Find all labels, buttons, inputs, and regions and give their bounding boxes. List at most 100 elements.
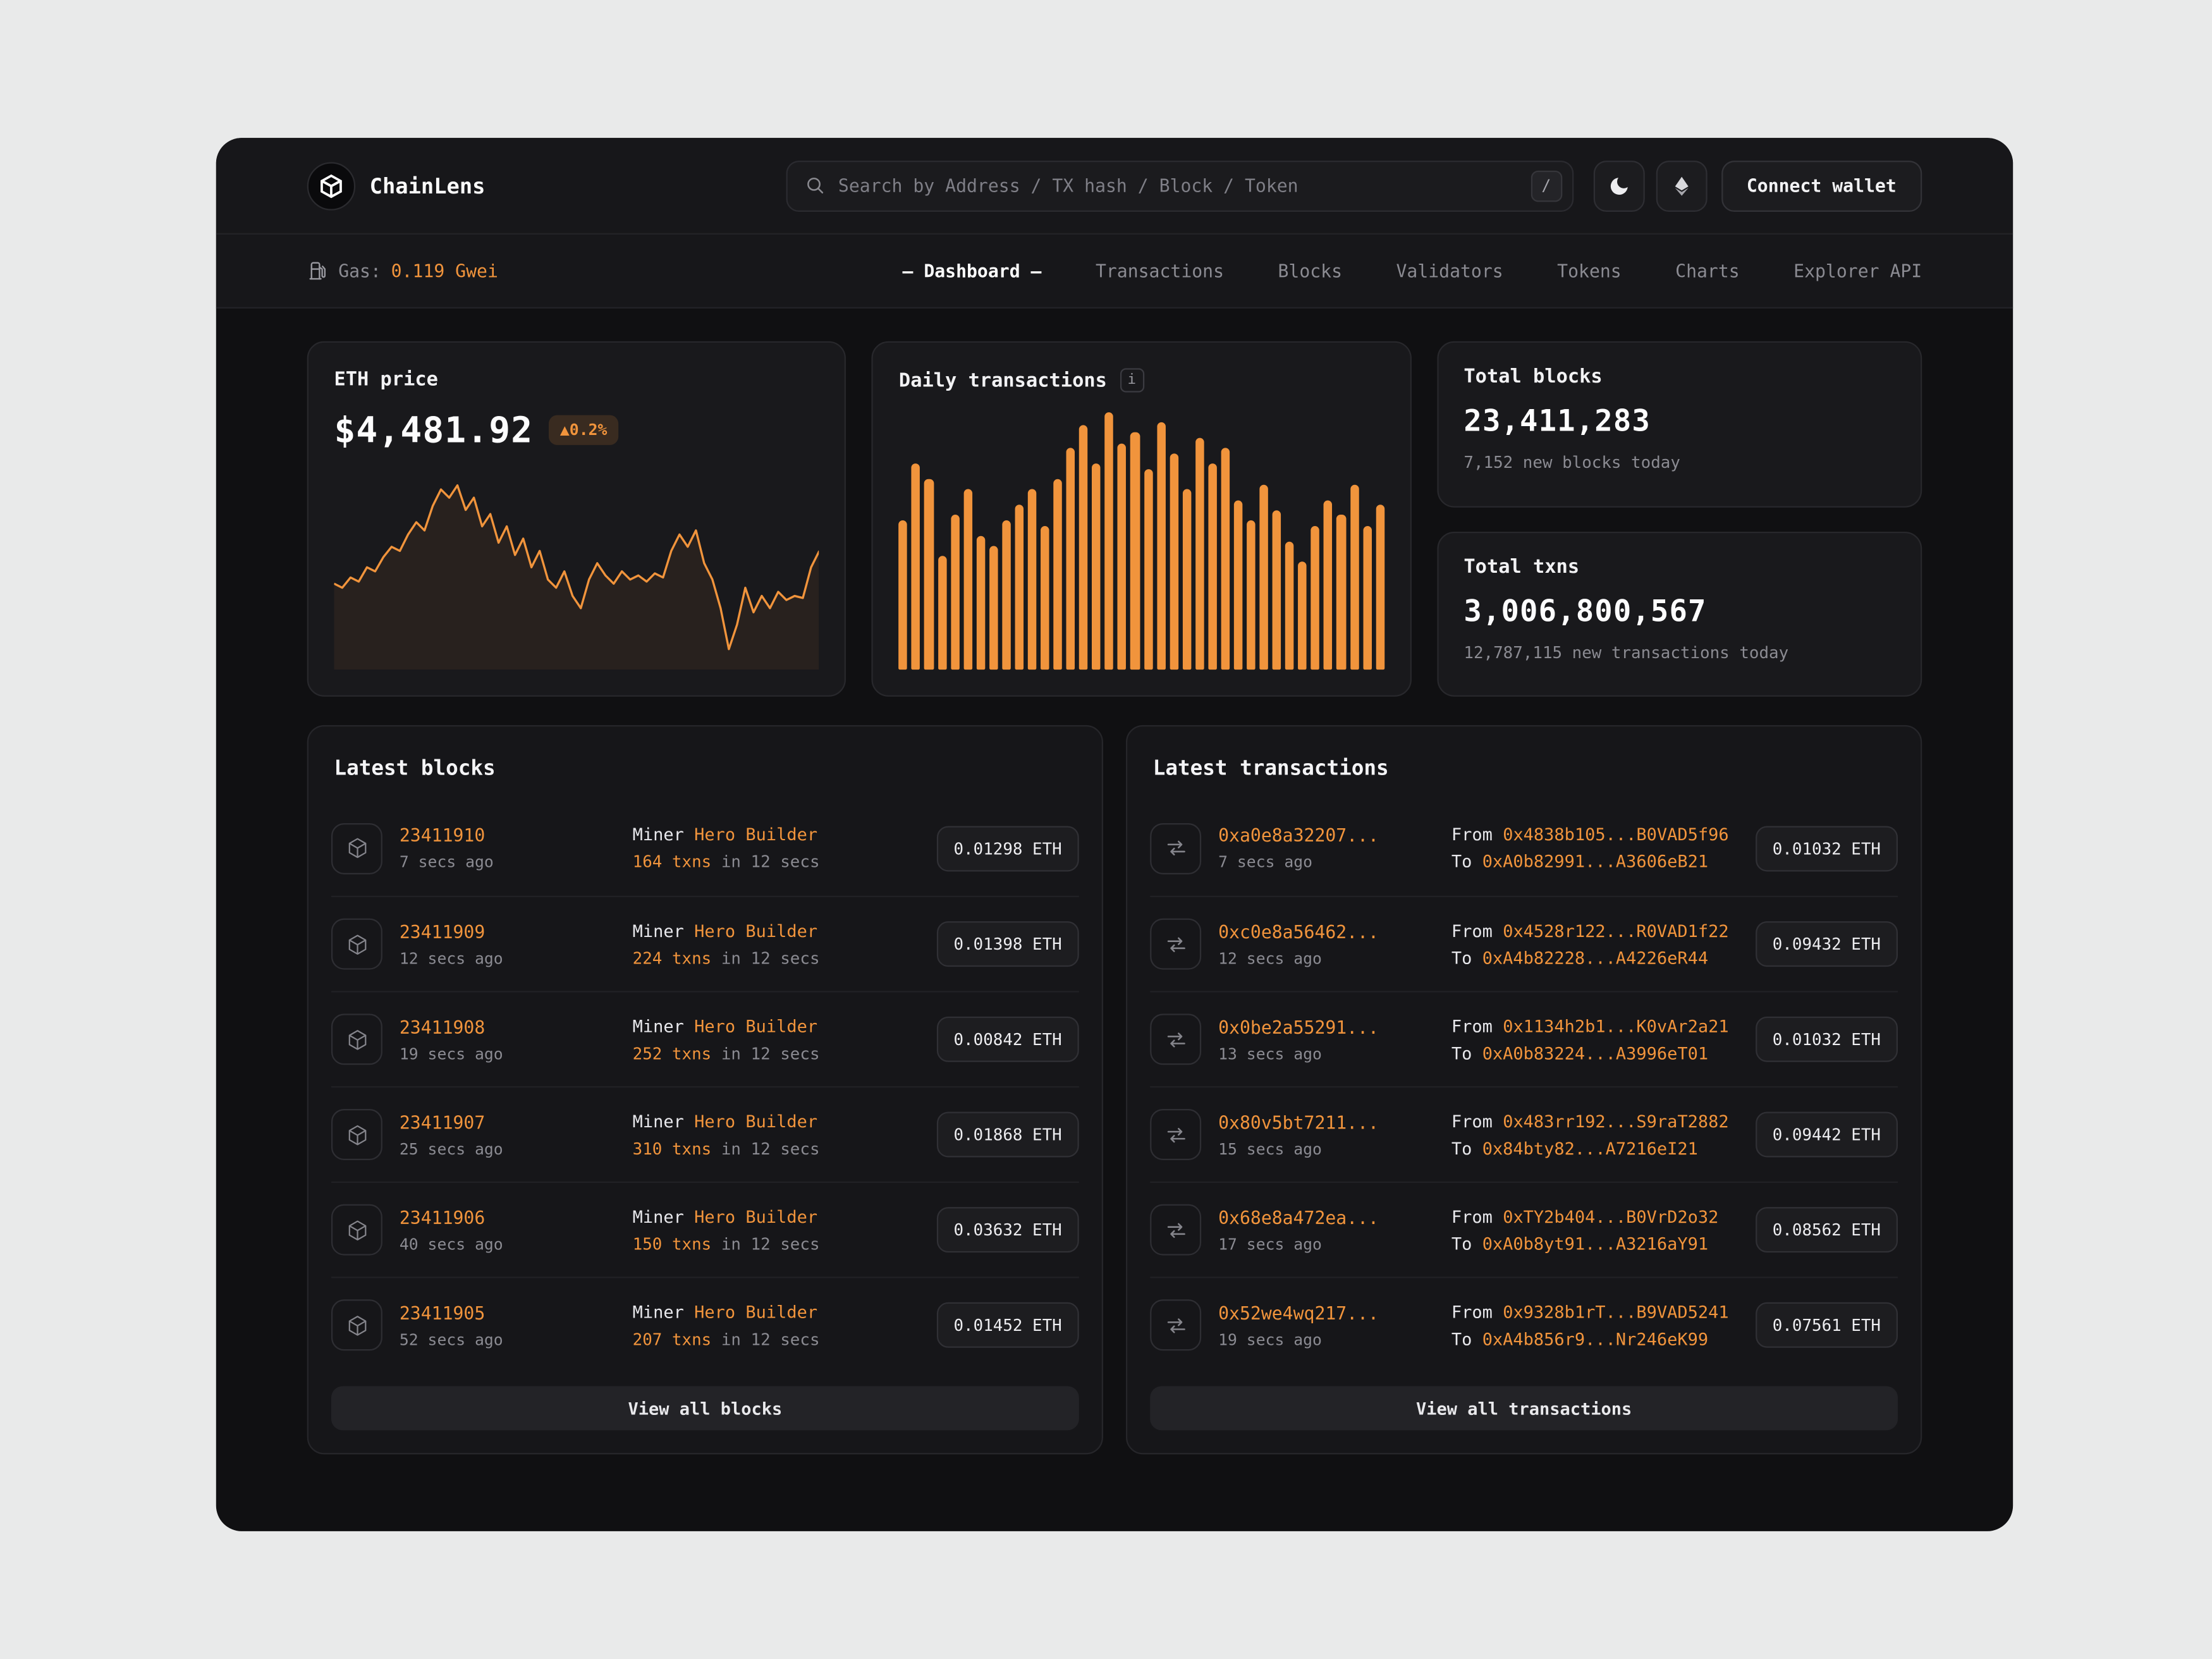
transaction-hash-link[interactable]: 0x0be2a55291...	[1218, 1015, 1379, 1038]
info-icon[interactable]: i	[1120, 368, 1144, 393]
transaction-row: 0xc0e8a56462... 12 secs ago From 0x4528r…	[1150, 895, 1898, 991]
block-number-link[interactable]: 23411907	[399, 1111, 486, 1133]
panels-row: Latest blocks 23411910 7 secs ago Miner …	[307, 725, 1922, 1455]
miner-label: Miner	[632, 1301, 684, 1322]
block-number-link[interactable]: 23411908	[399, 1015, 486, 1038]
transaction-bar	[1144, 468, 1152, 670]
search-bar[interactable]: /	[785, 159, 1573, 211]
block-row: 23411905 52 secs ago Miner Hero Builder …	[331, 1276, 1079, 1372]
from-label: From	[1451, 824, 1493, 845]
nav-item-charts[interactable]: Charts	[1675, 260, 1740, 282]
transaction-bar	[1066, 448, 1075, 670]
block-txns-link[interactable]: 252 txns	[632, 1043, 712, 1063]
eth-price-card: ETH price $4,481.92 ▲0.2%	[307, 341, 846, 697]
nav-item-explorer-api[interactable]: Explorer API	[1793, 260, 1922, 282]
block-age: 7 secs ago	[399, 853, 494, 872]
transaction-hash-link[interactable]: 0x68e8a472ea...	[1218, 1206, 1379, 1228]
block-number-link[interactable]: 23411910	[399, 824, 486, 846]
transaction-hash-link[interactable]: 0xc0e8a56462...	[1218, 921, 1379, 942]
connect-wallet-button[interactable]: Connect wallet	[1721, 159, 1922, 211]
transaction-bar	[1118, 443, 1127, 670]
transaction-bar	[924, 479, 934, 670]
transaction-bar	[1247, 520, 1256, 670]
miner-link[interactable]: Hero Builder	[694, 921, 818, 941]
eth-price-value: $4,481.92	[334, 409, 534, 451]
moon-icon	[1610, 176, 1627, 194]
block-txns-link[interactable]: 207 txns	[632, 1328, 712, 1349]
totals-column: Total blocks 23,411,283 7,152 new blocks…	[1436, 341, 1922, 697]
ethereum-network-button[interactable]	[1655, 159, 1707, 211]
from-address-link[interactable]: 0x9328b1rT...B9VAD5241	[1503, 1301, 1729, 1322]
transaction-bar	[1311, 525, 1320, 670]
transaction-bar	[1298, 561, 1307, 670]
view-all-blocks-button[interactable]: View all blocks	[331, 1386, 1079, 1431]
to-address-link[interactable]: 0xA0b82991...A3606eB21	[1482, 851, 1709, 872]
to-address-link[interactable]: 0xA0b8yt91...A3216aY91	[1482, 1233, 1709, 1254]
transaction-bar	[1092, 463, 1101, 670]
block-cube-icon	[331, 918, 382, 970]
to-address-link[interactable]: 0x84bty82...A7216eI21	[1482, 1138, 1698, 1158]
transaction-bar	[1375, 505, 1384, 670]
from-address-link[interactable]: 0x483rr192...S9raT2882	[1503, 1111, 1729, 1131]
transaction-row: 0x80v5bt7211... 15 secs ago From 0x483rr…	[1150, 1086, 1898, 1182]
from-address-link[interactable]: 0x4838b105...B0VAD5f96	[1503, 824, 1729, 845]
gas-pump-icon	[309, 262, 326, 280]
miner-link[interactable]: Hero Builder	[694, 1015, 818, 1036]
nav-item-transactions[interactable]: Transactions	[1095, 260, 1225, 282]
block-number-link[interactable]: 23411909	[399, 921, 486, 942]
gas-label: Gas:	[338, 260, 381, 282]
total-blocks-value: 23,411,283	[1463, 403, 1651, 438]
transaction-bar	[1130, 432, 1140, 670]
block-cube-icon	[331, 1204, 382, 1256]
to-label: To	[1451, 1138, 1472, 1158]
brand[interactable]: ChainLens	[307, 161, 485, 210]
nav-items: — Dashboard — Transactions Blocks Validator…	[902, 260, 1922, 282]
miner-link[interactable]: Hero Builder	[694, 1301, 818, 1322]
latest-blocks-panel: Latest blocks 23411910 7 secs ago Miner …	[307, 725, 1103, 1455]
nav-item-blocks[interactable]: Blocks	[1278, 260, 1343, 282]
block-row: 23411906 40 secs ago Miner Hero Builder …	[331, 1181, 1079, 1277]
eth-price-title: ETH price	[334, 368, 438, 391]
block-txns-link[interactable]: 310 txns	[632, 1138, 712, 1158]
transaction-value-badge: 0.09432 ETH	[1755, 921, 1898, 967]
header: ChainLens / Connect wallet	[216, 138, 2013, 235]
latest-transactions-title: Latest transactions	[1152, 757, 1389, 781]
to-address-link[interactable]: 0xA0b83224...A3996eT01	[1482, 1043, 1709, 1063]
search-input[interactable]	[838, 174, 1518, 197]
transaction-bar	[1182, 489, 1191, 670]
view-all-transactions-button[interactable]: View all transactions	[1150, 1386, 1898, 1431]
block-txns-link[interactable]: 224 txns	[632, 947, 712, 968]
to-address-link[interactable]: 0xA4b82228...A4226eR44	[1482, 947, 1709, 968]
transaction-value-badge: 0.07561 ETH	[1755, 1302, 1898, 1348]
transaction-bar	[1156, 422, 1166, 670]
from-address-link[interactable]: 0xTY2b404...B0VrD2o32	[1503, 1206, 1719, 1227]
transaction-hash-link[interactable]: 0x80v5bt7211...	[1218, 1111, 1379, 1133]
block-number-link[interactable]: 23411906	[399, 1206, 486, 1228]
block-number-link[interactable]: 23411905	[399, 1301, 486, 1323]
nav-item-dashboard[interactable]: — Dashboard —	[902, 260, 1042, 282]
eth-price-row: $4,481.92 ▲0.2%	[334, 410, 819, 451]
daily-transactions-title: Daily transactions	[898, 369, 1107, 392]
transaction-hash-link[interactable]: 0xa0e8a32207...	[1218, 824, 1379, 846]
from-address-link[interactable]: 0x4528r122...R0VAD1f22	[1503, 921, 1729, 941]
block-txns-link[interactable]: 150 txns	[632, 1233, 712, 1254]
transaction-bar	[1336, 515, 1346, 670]
nav-item-tokens[interactable]: Tokens	[1557, 260, 1622, 282]
transaction-bar	[989, 546, 998, 670]
miner-link[interactable]: Hero Builder	[694, 1206, 818, 1227]
transaction-hash-link[interactable]: 0x52we4wq217...	[1218, 1301, 1379, 1323]
total-blocks-card: Total blocks 23,411,283 7,152 new blocks…	[1436, 341, 1922, 507]
from-address-link[interactable]: 0x1134h2b1...K0vAr2a21	[1503, 1015, 1729, 1036]
latest-blocks-title: Latest blocks	[334, 757, 496, 781]
nav-item-validators[interactable]: Validators	[1396, 260, 1503, 282]
block-txns-link[interactable]: 164 txns	[632, 851, 712, 872]
theme-toggle-button[interactable]	[1592, 159, 1644, 211]
gas-value: 0.119 Gwei	[391, 260, 498, 282]
transaction-bar	[1259, 484, 1269, 670]
transaction-bar	[1195, 438, 1204, 670]
block-duration: in 12 secs	[721, 1043, 820, 1063]
to-address-link[interactable]: 0xA4b856r9...Nr246eK99	[1482, 1328, 1709, 1349]
miner-link[interactable]: Hero Builder	[694, 824, 818, 845]
miner-link[interactable]: Hero Builder	[694, 1111, 818, 1131]
transaction-age: 15 secs ago	[1218, 1139, 1322, 1158]
